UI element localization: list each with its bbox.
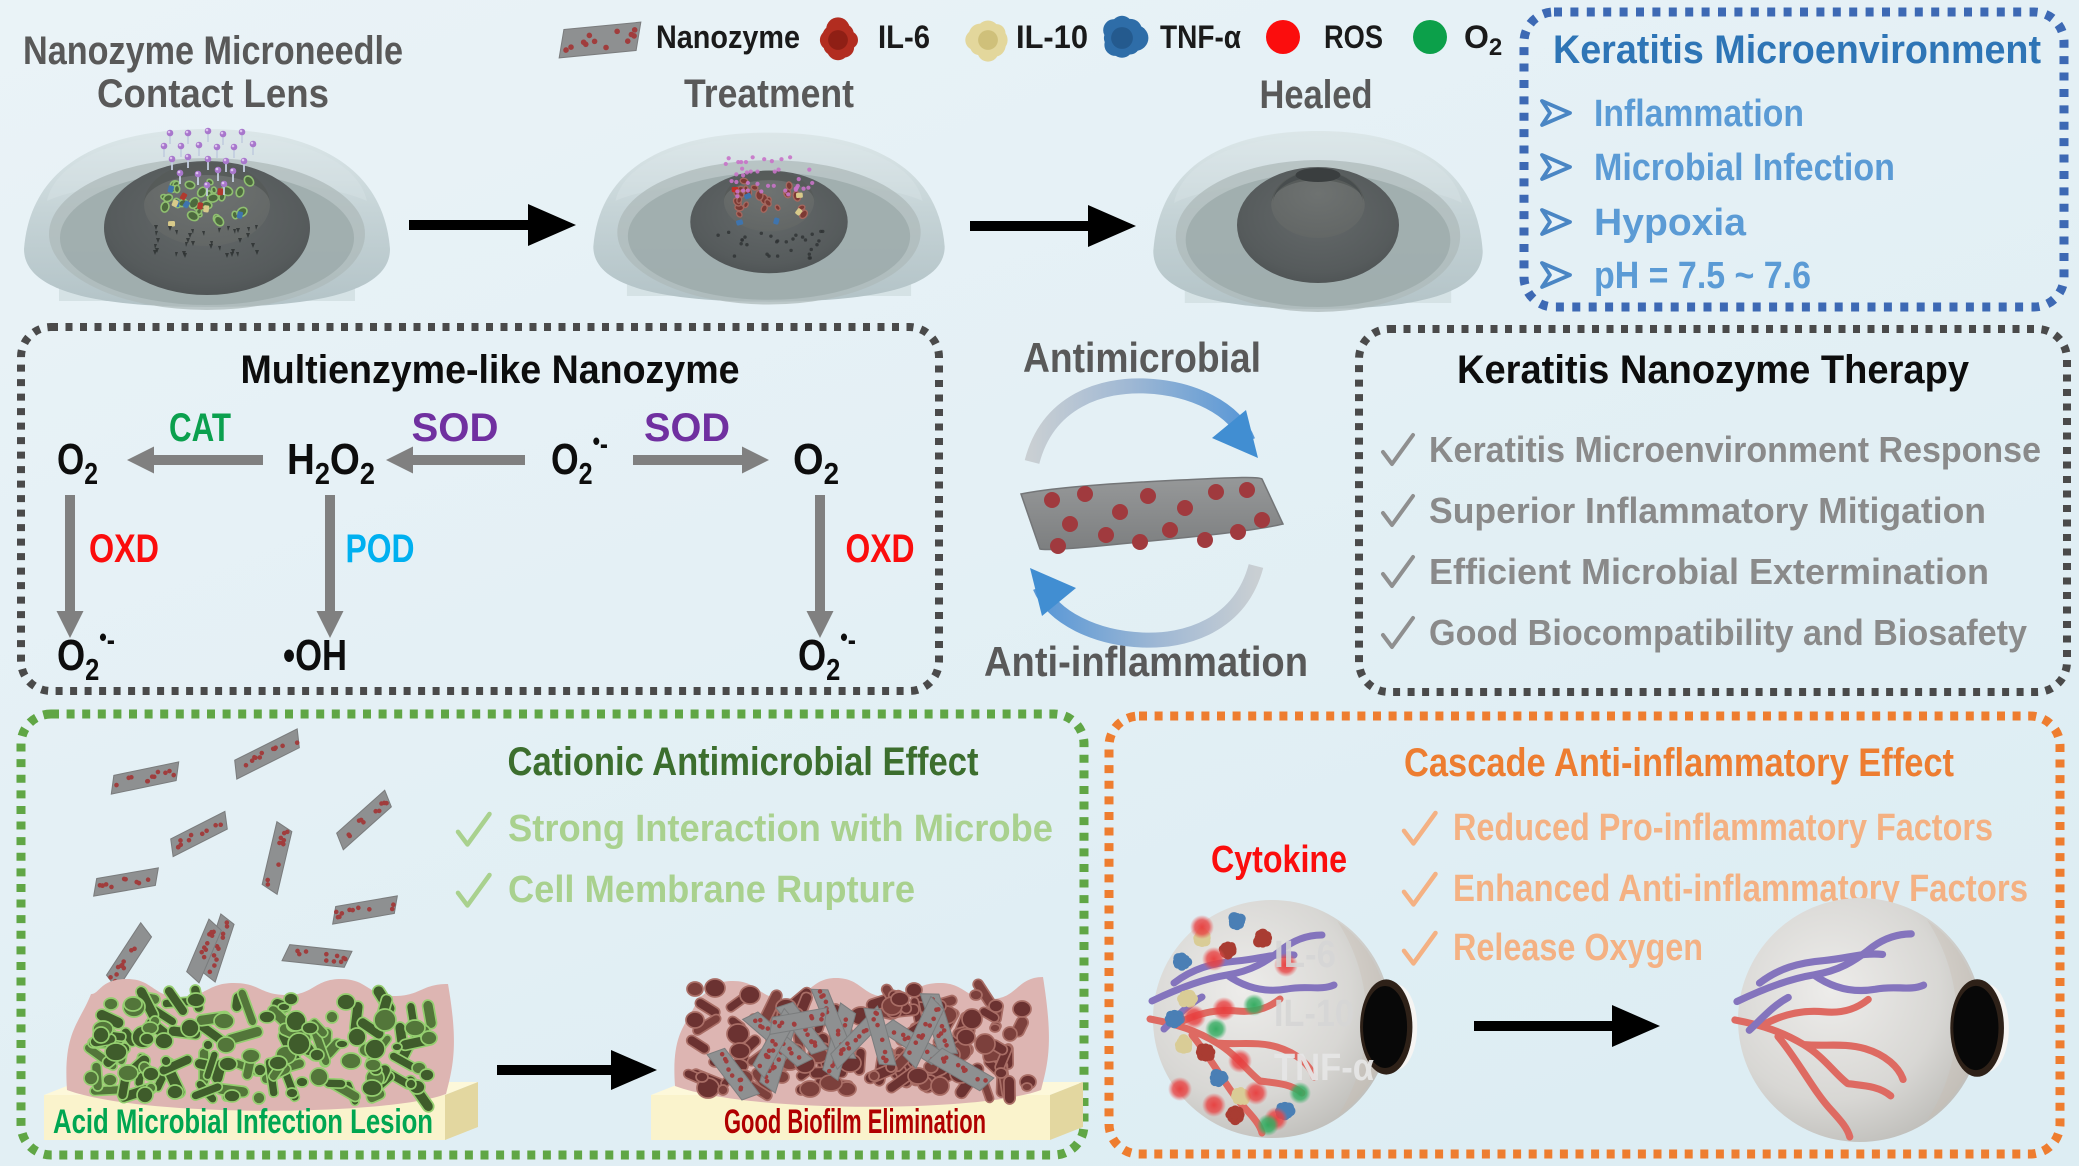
svg-text:POD: POD — [346, 527, 415, 571]
svg-text:IL-6: IL-6 — [1274, 934, 1336, 976]
svg-text:TNF-α: TNF-α — [1160, 19, 1241, 55]
svg-text:Reduced Pro-inflammatory Facto: Reduced Pro-inflammatory Factors — [1453, 807, 1993, 849]
svg-text:OXD: OXD — [846, 527, 915, 571]
svg-text:Antimicrobial: Antimicrobial — [1023, 334, 1261, 381]
svg-text:Strong Interaction with Microb: Strong Interaction with Microbe — [508, 808, 1053, 850]
svg-text:IL-10: IL-10 — [1016, 19, 1088, 55]
svg-text:Good Biocompatibility and Bios: Good Biocompatibility and Biosafety — [1429, 612, 2027, 653]
svg-text:Efficient Microbial Exterminat: Efficient Microbial Extermination — [1429, 551, 1989, 592]
svg-text:Acid Microbial Infection Lesio: Acid Microbial Infection Lesion — [53, 1103, 433, 1141]
svg-text:Multienzyme-like Nanozyme: Multienzyme-like Nanozyme — [241, 348, 740, 392]
svg-text:Treatment: Treatment — [684, 72, 854, 116]
svg-text:Cationic Antimicrobial Effect: Cationic Antimicrobial Effect — [508, 740, 979, 784]
svg-text:pH = 7.5 ~ 7.6: pH = 7.5 ~ 7.6 — [1594, 255, 1811, 297]
svg-text:Enhanced Anti-inflammatory Fac: Enhanced Anti-inflammatory Factors — [1453, 868, 2028, 910]
svg-text:Healed: Healed — [1260, 73, 1373, 117]
svg-text:Superior Inflammatory Mitigati: Superior Inflammatory Mitigation — [1429, 490, 1986, 531]
svg-text:Contact Lens: Contact Lens — [97, 72, 329, 116]
svg-text:Keratitis Microenvironment: Keratitis Microenvironment — [1553, 28, 2041, 72]
svg-text:CAT: CAT — [169, 406, 231, 450]
svg-text:IL-10: IL-10 — [1274, 993, 1354, 1035]
svg-text:TNF-α: TNF-α — [1274, 1047, 1374, 1089]
svg-text:ROS: ROS — [1324, 19, 1383, 55]
svg-text:Keratitis Microenvironment Res: Keratitis Microenvironment Response — [1429, 429, 2041, 470]
svg-text:Good Biofilm Elimination: Good Biofilm Elimination — [724, 1103, 986, 1141]
svg-text:SOD: SOD — [644, 406, 730, 450]
svg-text:Nanozyme Microneedle: Nanozyme Microneedle — [23, 29, 403, 73]
svg-text:Cascade Anti-inflammatory Effe: Cascade Anti-inflammatory Effect — [1404, 741, 1954, 785]
svg-text:Keratitis Nanozyme Therapy: Keratitis Nanozyme Therapy — [1457, 348, 1970, 392]
svg-text:H2O2: H2O2 — [287, 435, 375, 491]
svg-text:Cytokine: Cytokine — [1211, 839, 1347, 881]
svg-text:IL-6: IL-6 — [878, 19, 930, 55]
svg-text:Microbial Infection: Microbial Infection — [1594, 147, 1895, 189]
svg-text:Cell Membrane Rupture: Cell Membrane Rupture — [508, 869, 915, 911]
svg-text:Hypoxia: Hypoxia — [1594, 202, 1747, 244]
svg-text:Inflammation: Inflammation — [1594, 93, 1804, 135]
svg-text:Release Oxygen: Release Oxygen — [1453, 927, 1703, 969]
svg-text:OXD: OXD — [89, 527, 159, 571]
svg-text:•OH: •OH — [283, 631, 347, 680]
svg-text:Nanozyme: Nanozyme — [656, 19, 800, 55]
svg-text:SOD: SOD — [412, 406, 499, 450]
